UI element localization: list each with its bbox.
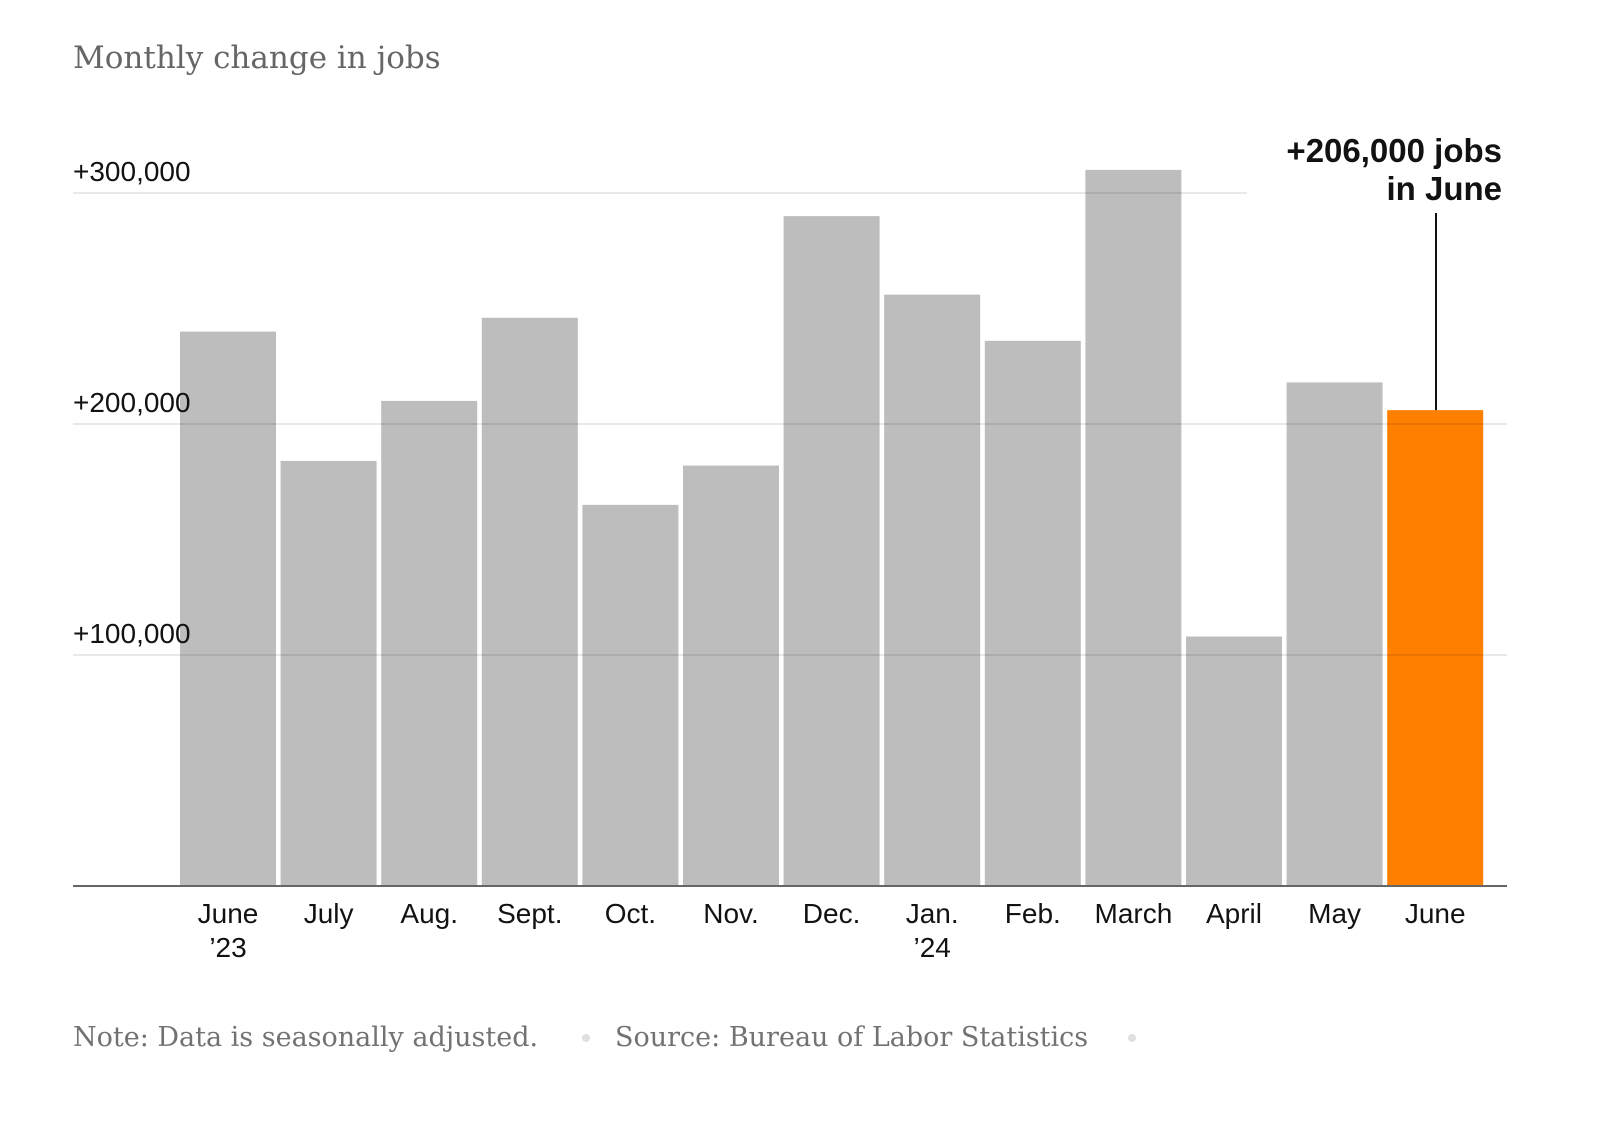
bar xyxy=(1286,382,1383,886)
note: Note: Data is seasonally adjusted. xyxy=(73,1022,538,1053)
x-tick-label: Oct. xyxy=(605,898,656,929)
x-tick-label: Sept. xyxy=(497,898,562,929)
bar xyxy=(582,504,679,886)
bar xyxy=(1085,169,1182,886)
y-tick-label: +300,000 xyxy=(73,156,191,187)
x-tick-label: Jan. xyxy=(906,898,959,929)
x-tick-label: March xyxy=(1095,898,1173,929)
y-axis-ticks: +100,000 +200,000 +300,000 xyxy=(73,156,191,649)
x-tick-label: July xyxy=(304,898,354,929)
bar xyxy=(884,294,981,886)
bars xyxy=(180,169,1484,887)
x-tick-label: ’24 xyxy=(914,932,951,963)
y-tick-label: +200,000 xyxy=(73,387,191,418)
x-tick-label: May xyxy=(1308,898,1361,929)
x-tick-label: Nov. xyxy=(703,898,759,929)
x-tick-label: Dec. xyxy=(803,898,861,929)
annotation: +206,000 jobs in June xyxy=(1286,132,1502,411)
bar xyxy=(180,331,276,887)
chart-title: Monthly change in jobs xyxy=(73,40,441,76)
annotation-line-1: +206,000 jobs xyxy=(1286,132,1502,169)
x-tick-label: Feb. xyxy=(1005,898,1061,929)
x-tick-label: April xyxy=(1206,898,1262,929)
bar xyxy=(481,317,578,886)
separator-dot xyxy=(582,1034,590,1042)
x-tick-label: June xyxy=(1405,898,1466,929)
x-tick-label: ’23 xyxy=(209,932,246,963)
bar xyxy=(381,400,478,886)
x-tick-label: Aug. xyxy=(400,898,458,929)
bar xyxy=(1387,410,1484,886)
bar xyxy=(984,340,1081,887)
gridlines xyxy=(73,192,1507,656)
y-tick-label: +100,000 xyxy=(73,618,191,649)
bar xyxy=(280,460,377,886)
annotation-line-2: in June xyxy=(1386,170,1502,207)
bar xyxy=(783,216,880,887)
footer: Note: Data is seasonally adjusted. Sourc… xyxy=(73,1022,1136,1053)
bar xyxy=(1186,636,1282,886)
bar xyxy=(683,465,779,886)
x-tick-label: June xyxy=(198,898,259,929)
source: Source: Bureau of Labor Statistics xyxy=(615,1022,1088,1053)
separator-dot xyxy=(1128,1034,1136,1042)
